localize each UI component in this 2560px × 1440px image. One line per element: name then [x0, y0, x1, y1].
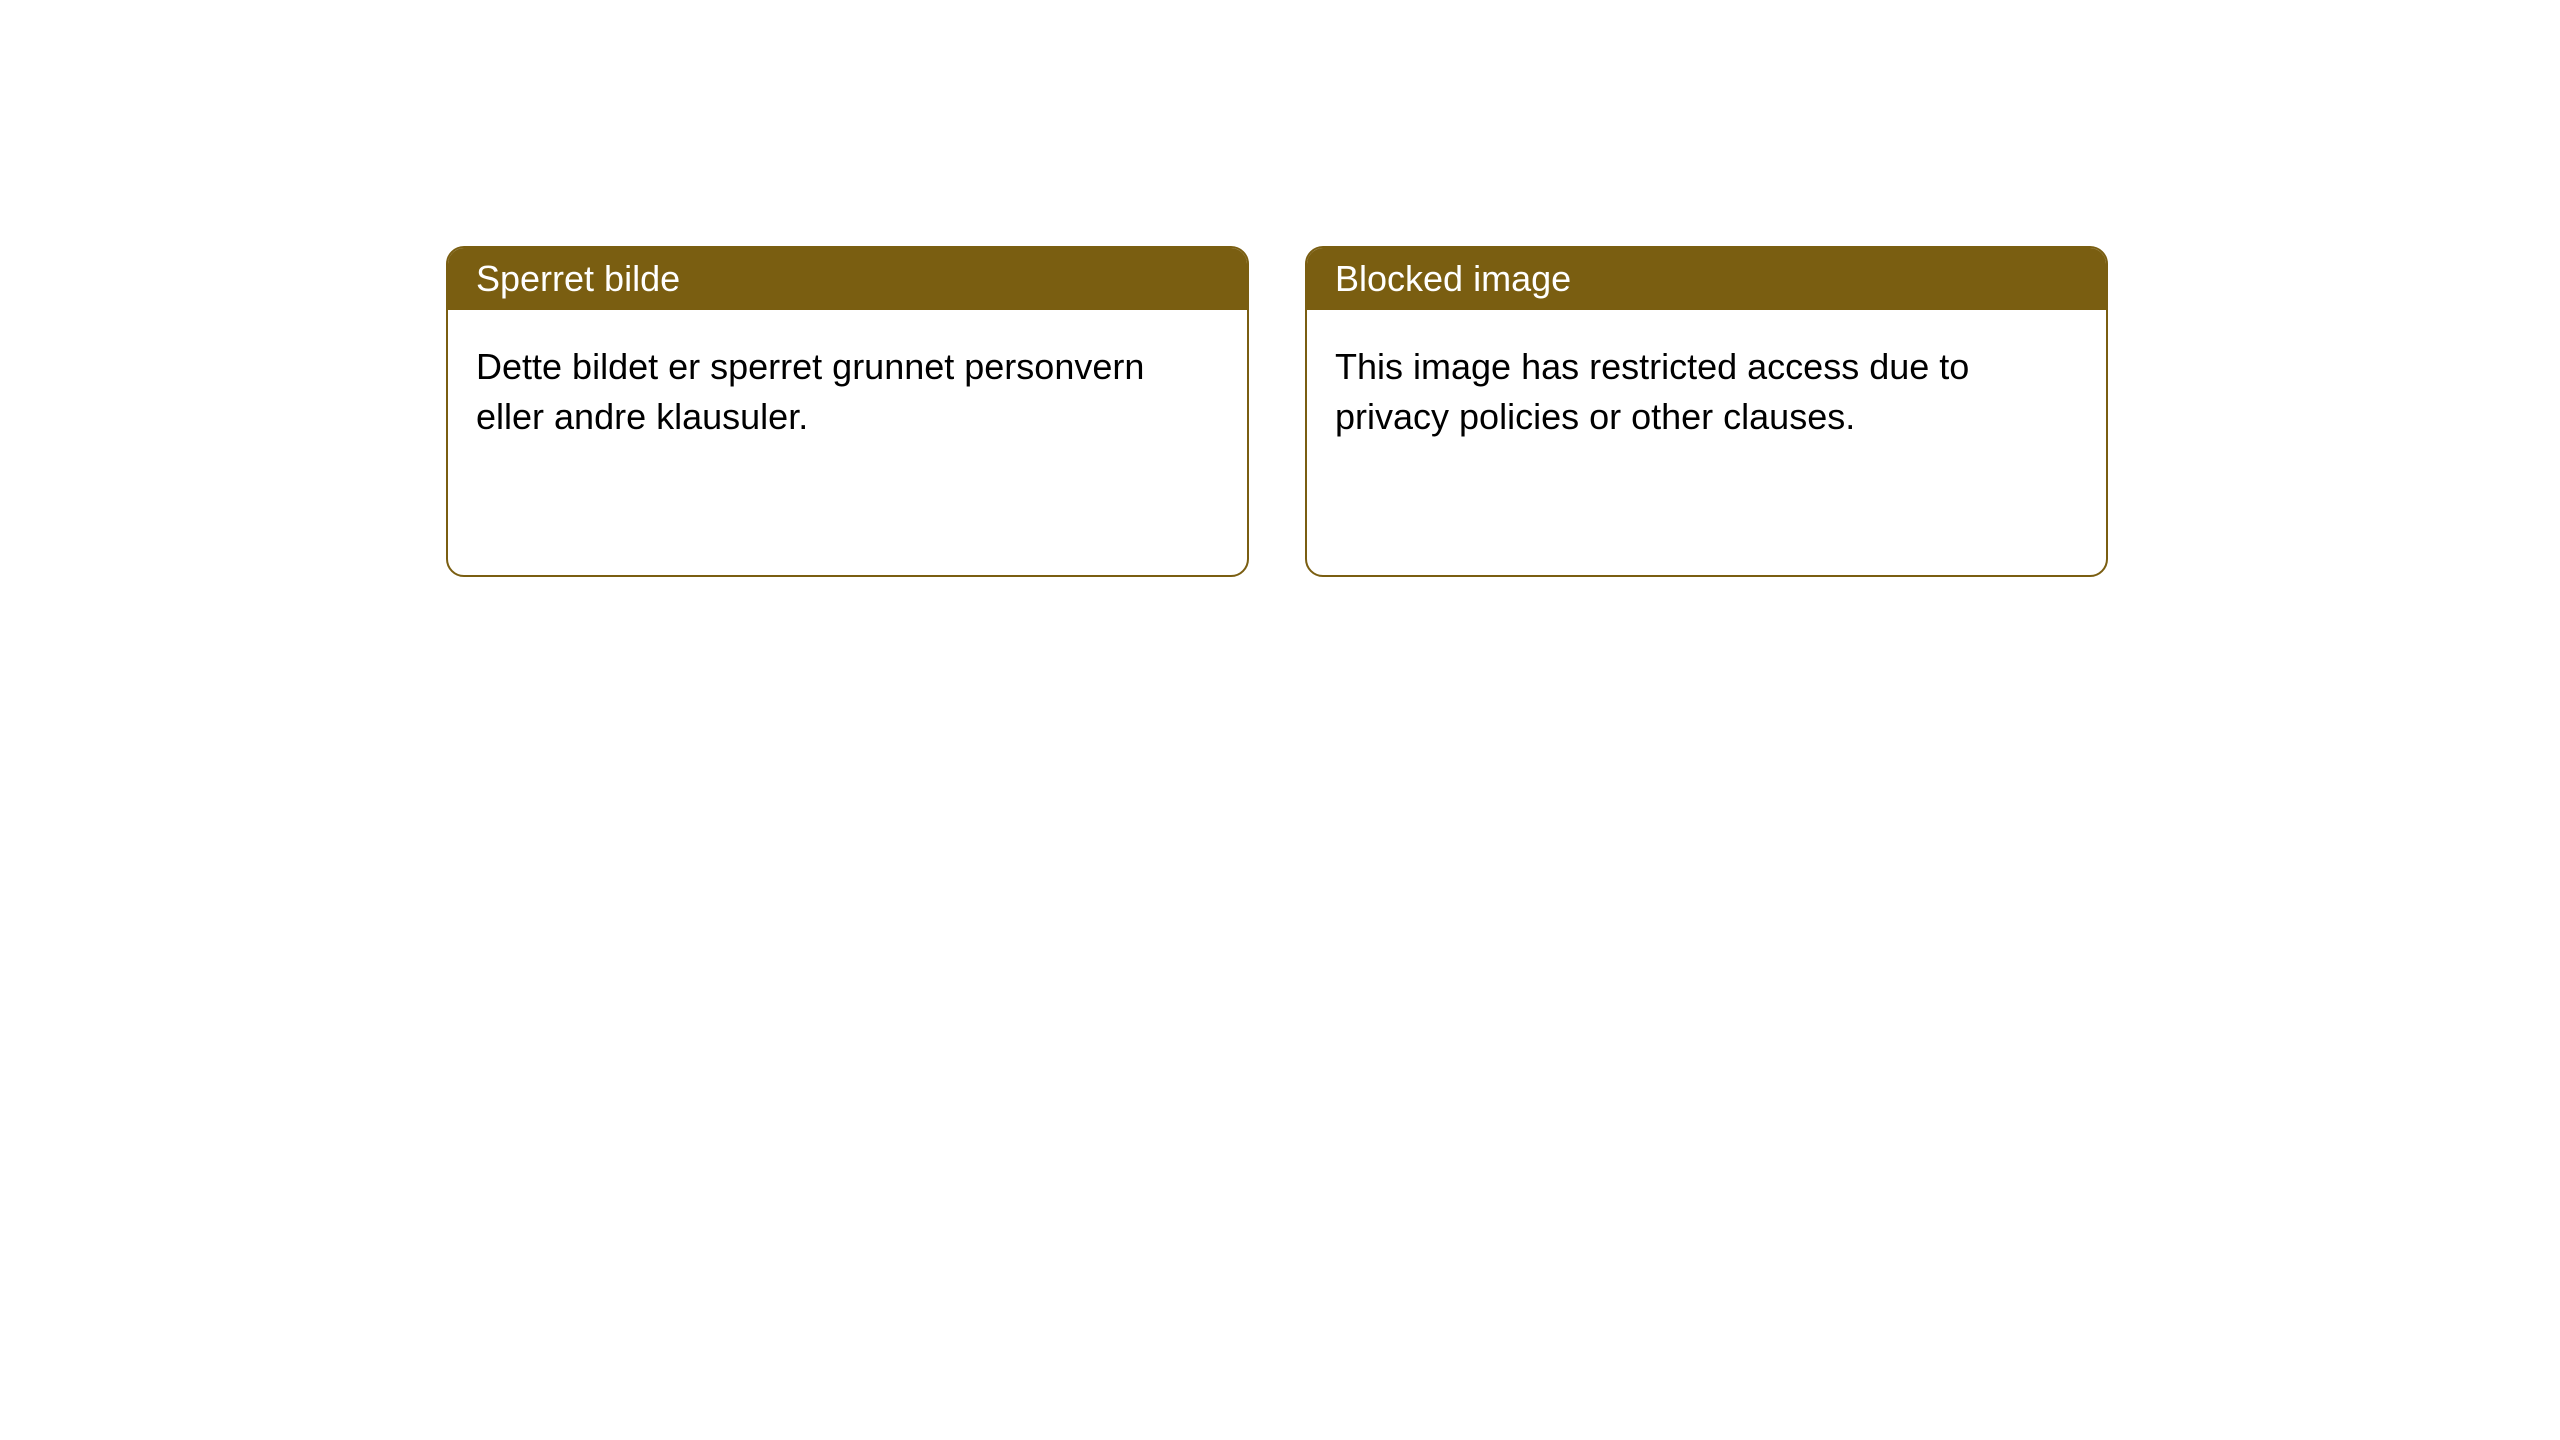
- card-header: Sperret bilde: [448, 248, 1247, 310]
- card-blocked-image-no: Sperret bilde Dette bildet er sperret gr…: [446, 246, 1249, 577]
- card-title: Sperret bilde: [476, 258, 680, 299]
- card-header: Blocked image: [1307, 248, 2106, 310]
- card-title: Blocked image: [1335, 258, 1571, 299]
- card-body-text: This image has restricted access due to …: [1335, 346, 1969, 437]
- card-body: Dette bildet er sperret grunnet personve…: [448, 310, 1247, 575]
- card-row: Sperret bilde Dette bildet er sperret gr…: [446, 246, 2108, 577]
- card-body: This image has restricted access due to …: [1307, 310, 2106, 575]
- card-blocked-image-en: Blocked image This image has restricted …: [1305, 246, 2108, 577]
- card-body-text: Dette bildet er sperret grunnet personve…: [476, 346, 1144, 437]
